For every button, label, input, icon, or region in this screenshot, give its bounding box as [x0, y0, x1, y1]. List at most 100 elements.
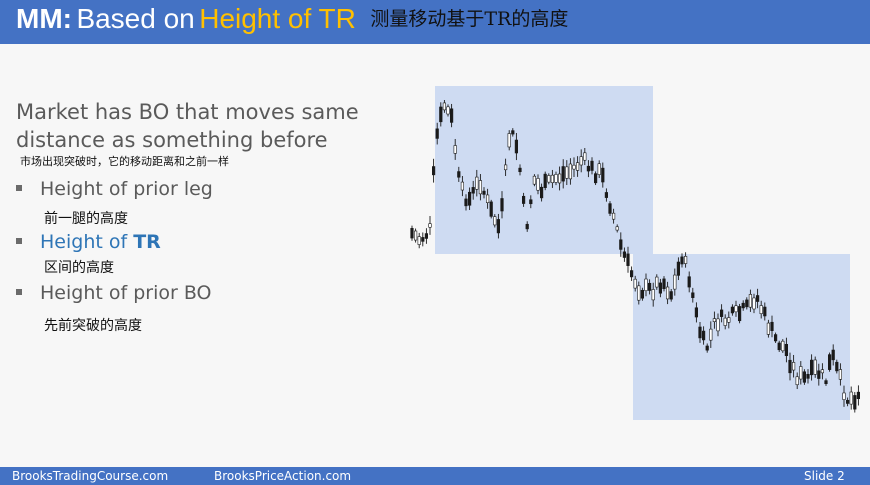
- candle-body: [504, 164, 508, 171]
- candle-body: [849, 391, 853, 405]
- candle-body: [583, 152, 587, 161]
- candle-body: [622, 251, 627, 258]
- candle-body: [853, 395, 857, 410]
- candle-body: [493, 216, 497, 226]
- candle-body: [468, 191, 472, 206]
- candle-body: [439, 106, 443, 123]
- candle-body: [712, 318, 717, 322]
- footer-link-course[interactable]: BrooksTradingCourse.com: [12, 469, 169, 483]
- candle-body: [460, 181, 464, 191]
- candle-body: [608, 203, 612, 214]
- candle-body: [691, 292, 695, 298]
- candle-body: [547, 175, 551, 183]
- candle-body: [482, 190, 486, 195]
- candle-body: [716, 318, 720, 332]
- bullet-tr: Height of TR: [16, 231, 161, 253]
- candle-body: [442, 102, 446, 111]
- footer-link-priceaction[interactable]: BrooksPriceAction.com: [214, 469, 352, 483]
- title-bar: MM: Based on Height of TR 测量移动基于TR的高度: [0, 0, 870, 44]
- candle-body: [486, 194, 490, 203]
- bullet-marker: [16, 238, 22, 244]
- candle-body: [842, 392, 846, 400]
- candle-body: [626, 253, 630, 266]
- candle-body: [820, 369, 825, 374]
- candle-body: [773, 334, 778, 342]
- candle-body: [791, 362, 796, 371]
- bullet-marker: [16, 289, 22, 295]
- candle-body: [662, 278, 666, 289]
- candle-body: [446, 106, 450, 115]
- price-chart: [410, 86, 861, 420]
- candle-body: [579, 156, 583, 166]
- candle-body: [727, 317, 731, 323]
- candle-body: [428, 223, 432, 228]
- candle-body: [540, 186, 544, 199]
- candle-body: [449, 108, 454, 123]
- candle-body: [594, 173, 598, 184]
- candle-body: [748, 294, 753, 308]
- candle-body: [755, 295, 760, 302]
- candle-body: [464, 198, 468, 207]
- candle-body: [410, 228, 414, 239]
- candle-body: [752, 297, 756, 310]
- candle-body: [536, 178, 540, 191]
- candle-body: [719, 309, 724, 317]
- candle-body: [737, 306, 742, 322]
- bullet-label: Height of prior BO: [40, 282, 212, 304]
- candle-body: [813, 359, 817, 375]
- candle-body: [565, 166, 569, 179]
- candle-body: [795, 376, 799, 386]
- candle-body: [759, 305, 763, 315]
- candle-body: [694, 307, 699, 318]
- candle-body: [572, 164, 576, 170]
- candle-body: [604, 192, 609, 198]
- candle-body: [817, 370, 821, 379]
- candle-body: [831, 349, 835, 361]
- candle-body: [658, 282, 663, 294]
- candle-body: [723, 317, 727, 326]
- candle-body: [651, 289, 655, 301]
- candle-body: [766, 322, 771, 335]
- candle-body: [435, 128, 439, 139]
- candle-body: [827, 354, 832, 370]
- candle-body: [612, 212, 616, 220]
- candle-body: [687, 276, 691, 288]
- candle-body: [417, 236, 421, 245]
- bullet-label: Height of: [40, 231, 134, 253]
- lower-trading-range-box: [633, 254, 850, 420]
- candle-body: [802, 371, 807, 383]
- candle-body: [424, 233, 429, 239]
- candle-body: [676, 261, 681, 276]
- candle-body: [619, 239, 623, 250]
- candle-body: [788, 359, 792, 374]
- candle-body: [701, 330, 706, 341]
- bullet-prior-bo: Height of prior BO: [16, 282, 211, 304]
- bullet-prior-leg-chinese: 前一腿的高度: [44, 211, 128, 227]
- candle-body: [824, 380, 828, 385]
- candle-body: [471, 187, 475, 194]
- candle-body: [478, 180, 482, 195]
- candle-body: [655, 276, 659, 288]
- candlestick-series: [410, 100, 861, 413]
- bullet-tr-chinese: 区间的高度: [44, 260, 114, 276]
- candle-body: [522, 195, 526, 204]
- bullet-label-strong: TR: [133, 231, 161, 253]
- candle-body: [648, 282, 652, 291]
- candle-body: [784, 343, 789, 357]
- candle-body: [637, 285, 641, 301]
- candle-body: [431, 166, 436, 176]
- candle-body: [630, 270, 634, 278]
- candle-body: [586, 165, 591, 172]
- candle-body: [680, 256, 684, 265]
- candle-body: [838, 369, 843, 380]
- subtitle: Market has BO that moves same distance a…: [16, 100, 359, 152]
- candle-body: [543, 173, 547, 188]
- candle-body: [590, 160, 594, 171]
- candle-body: [568, 163, 573, 180]
- candle-body: [529, 199, 533, 205]
- candle-body: [644, 278, 648, 292]
- candle-body: [475, 176, 479, 190]
- candle-body: [741, 302, 745, 309]
- bullet-marker: [16, 185, 22, 191]
- candle-body: [489, 201, 493, 217]
